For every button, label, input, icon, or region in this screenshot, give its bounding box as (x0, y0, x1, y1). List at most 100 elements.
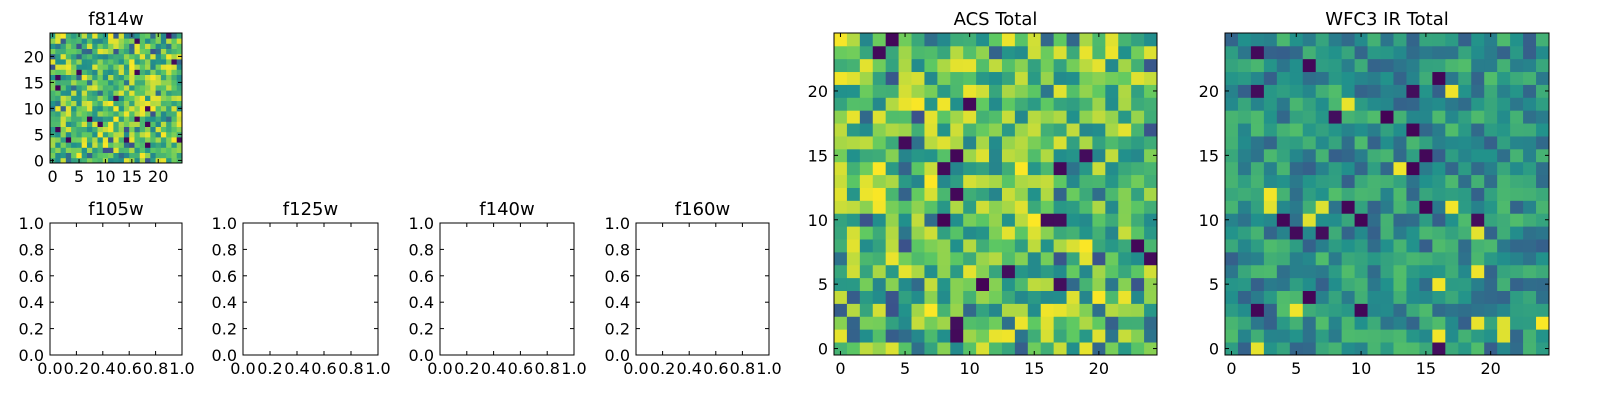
heatmap-cell (1536, 161, 1550, 176)
heatmap-cell (1118, 84, 1132, 98)
panel-title: f160w (675, 199, 730, 220)
heatmap-cell (1001, 329, 1016, 343)
x-tick-label: 0.4 (90, 359, 115, 378)
heatmap-cell (1144, 33, 1158, 47)
heatmap-cell (1131, 110, 1145, 124)
heatmap-cell (145, 157, 151, 164)
heatmap-cell (71, 90, 77, 96)
heatmap-cell (872, 110, 887, 124)
heatmap-cell (1354, 251, 1368, 266)
heatmap-cell (1367, 277, 1381, 291)
heatmap-cell (97, 100, 104, 107)
heatmap-cell (160, 142, 167, 148)
heatmap-cell (898, 110, 912, 124)
heatmap-cell (1341, 58, 1355, 73)
heatmap-cell (1250, 226, 1265, 240)
heatmap-cell (150, 79, 156, 86)
heatmap-cell (924, 136, 938, 150)
heatmap-cell (65, 95, 72, 101)
heatmap-cell (171, 95, 178, 101)
heatmap-cell (1380, 148, 1394, 163)
heatmap-cell (1092, 226, 1106, 240)
heatmap-cell (846, 342, 861, 356)
heatmap-cell (924, 84, 938, 98)
heatmap-cell (129, 64, 135, 70)
heatmap-cell (1079, 71, 1093, 85)
heatmap-cell (846, 316, 861, 330)
heatmap-cell (1406, 33, 1420, 47)
heatmap-cell (1225, 200, 1239, 214)
heatmap-cell (963, 174, 977, 188)
heatmap-cell (1040, 226, 1055, 240)
heatmap-cell (118, 147, 125, 153)
y-tick-label: 15 (1199, 146, 1219, 165)
heatmap-cell (60, 126, 67, 133)
heatmap-cell (911, 226, 925, 240)
heatmap-cell (1536, 251, 1550, 266)
heatmap-cell (1484, 329, 1498, 343)
heatmap-cell (1118, 239, 1132, 253)
heatmap-cell (950, 136, 964, 150)
heatmap-cell (1040, 264, 1055, 279)
heatmap-cell (1393, 226, 1407, 240)
heatmap-cell (81, 137, 88, 143)
heatmap-cell (1053, 148, 1067, 163)
heatmap-cell (1027, 84, 1042, 98)
heatmap-cell (166, 38, 172, 44)
heatmap-cell (1118, 251, 1132, 266)
heatmap-cell (50, 147, 56, 153)
heatmap-cell (1523, 148, 1537, 163)
heatmap-cell (86, 111, 93, 117)
heatmap-cell (1263, 136, 1278, 150)
heatmap-cell (71, 111, 77, 117)
heatmap-cell (1079, 45, 1093, 60)
heatmap-cell (65, 121, 72, 127)
heatmap-cell (166, 64, 172, 70)
heatmap-cell (1001, 136, 1016, 150)
heatmap-cell (846, 239, 861, 253)
heatmap-cell (1445, 226, 1459, 240)
heatmap-cell (1445, 187, 1459, 201)
heatmap-cell (92, 59, 98, 65)
heatmap-cell (123, 85, 130, 91)
heatmap-cell (1315, 110, 1330, 124)
heatmap-cell (1315, 239, 1330, 253)
heatmap-cell (1354, 97, 1368, 111)
heatmap-cell (1393, 290, 1407, 304)
heatmap-cell (1040, 58, 1055, 73)
heatmap-cell (976, 329, 990, 343)
heatmap-cell (1536, 226, 1550, 240)
x-tick-label: 5 (1291, 359, 1301, 378)
heatmap-cell (1367, 316, 1381, 330)
heatmap-cell (1118, 213, 1132, 227)
heatmap-cell (885, 33, 899, 47)
heatmap-cell (134, 79, 141, 86)
heatmap-cell (1315, 277, 1330, 291)
heatmap-cell (108, 100, 114, 107)
heatmap-cell (1445, 342, 1459, 356)
axes-frame (439, 222, 575, 356)
heatmap-cell (1144, 97, 1158, 111)
heatmap-cell (937, 71, 951, 85)
heatmap-cell (1510, 303, 1524, 317)
heatmap-cell (924, 200, 938, 214)
heatmap-cell (50, 121, 56, 127)
heatmap-cell (963, 97, 977, 111)
heatmap-cell (1225, 303, 1239, 317)
heatmap-cell (1079, 84, 1093, 98)
heatmap-cell (60, 131, 67, 138)
heatmap-cell (846, 58, 861, 73)
heatmap-cell (924, 226, 938, 240)
heatmap-cell (1393, 110, 1407, 124)
heatmap-cell (129, 142, 135, 148)
heatmap-cell (1497, 264, 1511, 279)
heatmap-cell (1053, 123, 1067, 137)
heatmap-cell (60, 152, 67, 159)
heatmap-cell (1302, 226, 1317, 240)
heatmap-cell (1432, 123, 1446, 137)
heatmap-cell (1276, 161, 1291, 176)
heatmap-cell (55, 111, 61, 117)
heatmap-cell (1367, 213, 1381, 227)
heatmap-cell (1144, 123, 1158, 137)
heatmap-cell (1406, 239, 1420, 253)
